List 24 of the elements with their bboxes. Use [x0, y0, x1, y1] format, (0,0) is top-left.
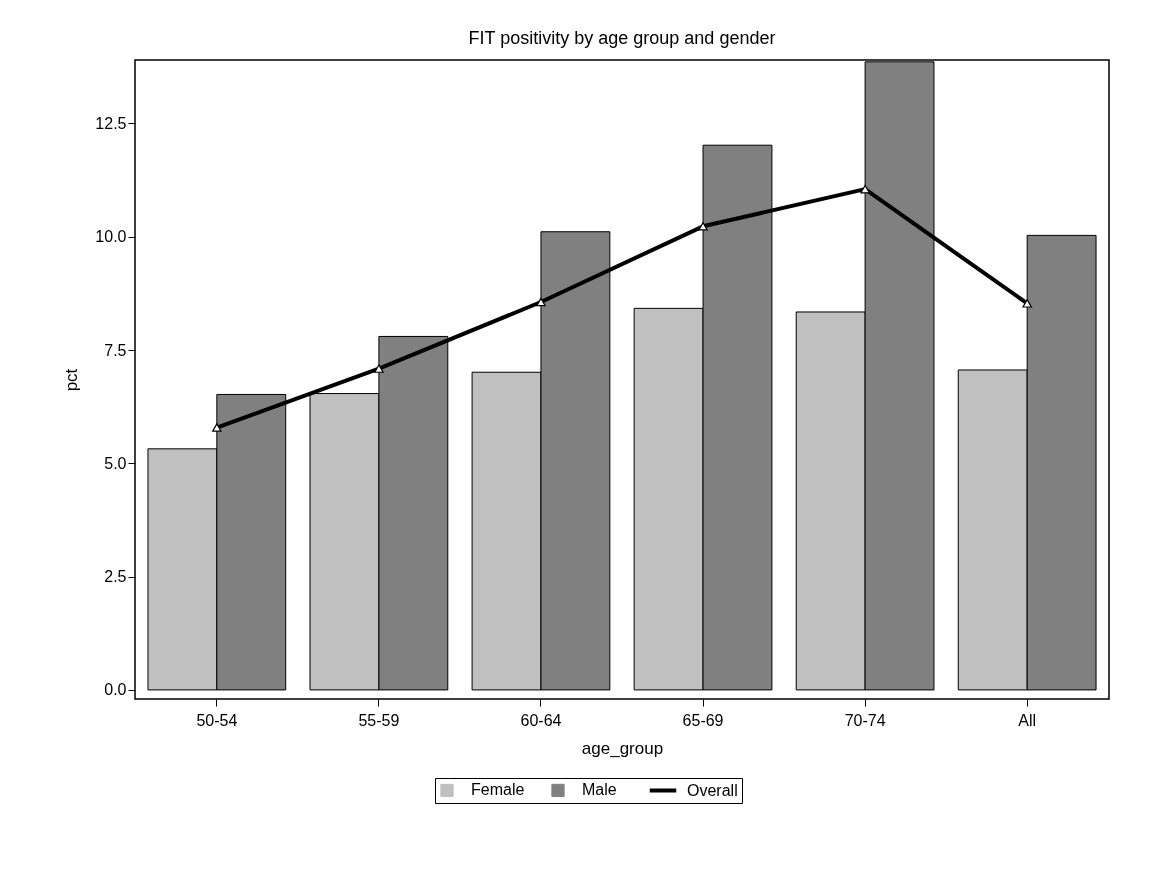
legend-label: Male: [582, 781, 617, 799]
y-tick-label: 12.5: [95, 114, 127, 132]
x-tick-label: 65-69: [682, 711, 724, 729]
chart-title: FIT positivity by age group and gender: [468, 28, 776, 48]
x-tick-label: 55-59: [358, 711, 400, 729]
point: [536, 297, 546, 307]
x-axis-title: age_group: [581, 738, 664, 758]
legend-label: Female: [471, 781, 525, 799]
x-tick-label: All: [1018, 711, 1037, 729]
point: [698, 222, 708, 231]
y-axis-title: pct: [62, 368, 82, 392]
point: [374, 364, 384, 373]
point: [212, 423, 222, 432]
point: [860, 184, 870, 194]
x-tick-label: 60-64: [520, 711, 562, 729]
y-tick-label: 7.5: [104, 341, 127, 359]
legend-label: Overall: [687, 781, 738, 799]
y-tick-label: 0.0: [104, 681, 127, 699]
x-tick-label: 70-74: [844, 711, 886, 729]
y-tick-label: 10.0: [95, 228, 127, 246]
y-tick-label: 2.5: [104, 568, 127, 586]
y-tick-label: 5.0: [104, 454, 127, 472]
x-tick-label: 50-54: [196, 711, 238, 729]
point: [1022, 299, 1032, 308]
